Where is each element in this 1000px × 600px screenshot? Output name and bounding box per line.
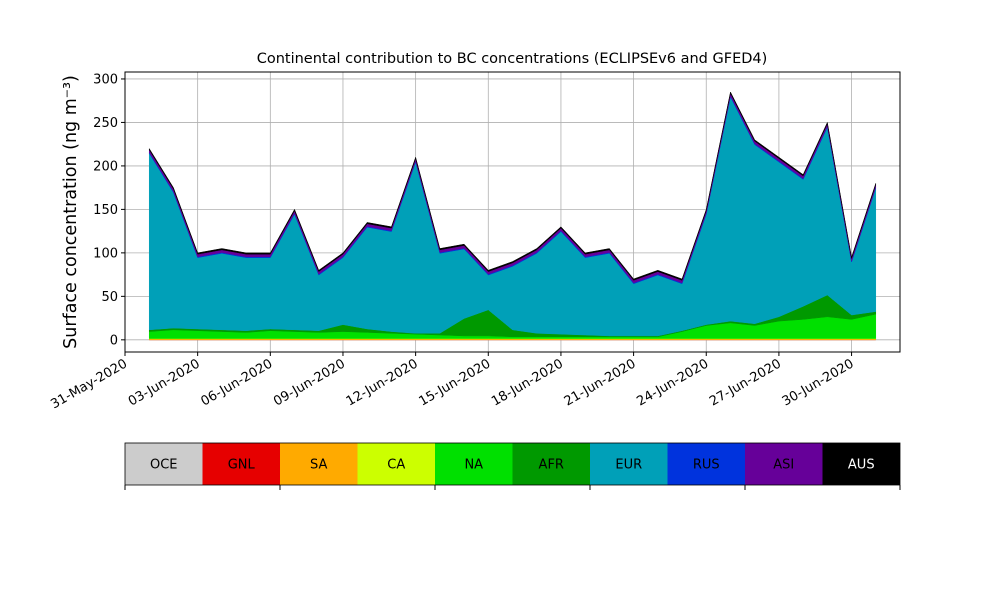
legend-swatch [822, 443, 900, 485]
y-tick-label: 100 [93, 246, 118, 261]
y-tick-label: 150 [93, 203, 118, 218]
legend-swatch [667, 443, 745, 485]
plot-frame [124, 71, 901, 353]
x-tick-label: 31-May-2020 [48, 356, 130, 412]
area [148, 91, 877, 281]
legend-swatch [745, 443, 823, 485]
x-tick-label: 09-Jun-2020 [271, 356, 348, 409]
legend-label: RUS [693, 458, 720, 473]
legend-label: CA [387, 458, 405, 473]
x-tick-label: 18-Jun-2020 [489, 356, 566, 409]
chart-title: Continental contribution to BC concentra… [257, 51, 768, 67]
x-tick-label: 24-Jun-2020 [634, 356, 711, 409]
y-tick-label: 200 [93, 159, 118, 174]
legend-swatch [125, 443, 203, 485]
x-tick-label: 30-Jun-2020 [780, 356, 857, 409]
legend-frame [124, 442, 901, 486]
x-tick-label: 12-Jun-2020 [344, 356, 421, 409]
legend-label: SA [310, 458, 327, 473]
y-tick-label: 50 [101, 290, 118, 305]
x-tick-label: 27-Jun-2020 [707, 356, 784, 409]
area [148, 96, 877, 337]
legend-swatch [357, 443, 435, 485]
y-tick-label: 250 [93, 116, 118, 131]
x-tick-label: 03-Jun-2020 [126, 356, 203, 409]
legend-swatch [280, 443, 358, 485]
legend-label: NA [464, 458, 483, 473]
y-tick-label: 300 [93, 72, 118, 87]
legend-label: AFR [539, 458, 564, 473]
legend-label: EUR [615, 458, 642, 473]
legend-label: ASI [773, 458, 794, 473]
legend-swatch [435, 443, 513, 485]
x-tick-label: 21-Jun-2020 [562, 356, 639, 409]
x-tick-label: 06-Jun-2020 [198, 356, 275, 409]
legend-label: GNL [228, 458, 256, 473]
legend-swatch [512, 443, 590, 485]
y-tick-label: 0 [110, 333, 118, 348]
legend-swatch [590, 443, 668, 485]
legend-label: OCE [150, 458, 178, 473]
legend-swatch [202, 443, 280, 485]
x-tick-label: 15-Jun-2020 [416, 356, 493, 409]
y-axis-label: Surface concentration (ng m⁻³) [61, 75, 81, 349]
legend-label: AUS [848, 458, 875, 473]
